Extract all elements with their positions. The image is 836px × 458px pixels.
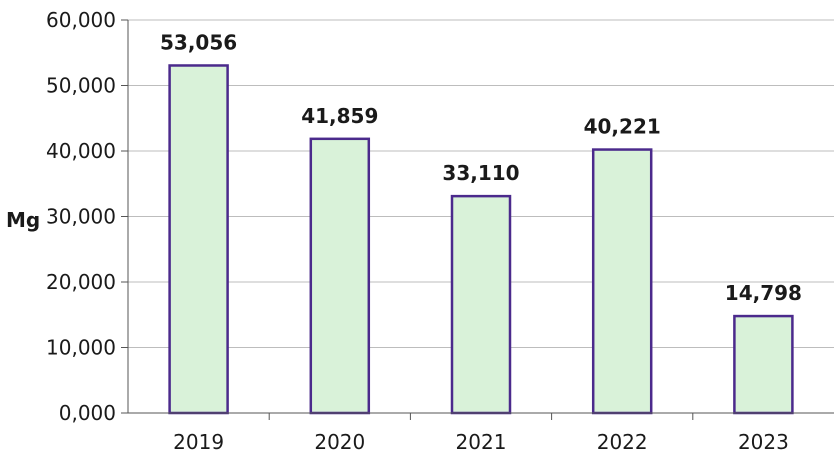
y-tick-label: 40,000 (46, 139, 116, 163)
x-tick-label: 2022 (597, 430, 648, 454)
bars (168, 64, 794, 415)
axes (121, 19, 834, 420)
bar-2019 (168, 64, 229, 415)
y-tick-label: 30,000 (46, 205, 116, 229)
data-label-2019: 53,056 (160, 30, 237, 54)
bar-2020 (309, 137, 371, 415)
data-label-2021: 33,110 (442, 161, 519, 185)
y-tick-label: 0,000 (59, 401, 116, 425)
x-tick-labels: 2019 2020 2021 2022 2023 (173, 430, 789, 454)
data-labels: 53,056 41,859 33,110 40,221 14,798 (160, 30, 802, 305)
bar-2022 (591, 148, 653, 415)
x-tick-label: 2019 (173, 430, 224, 454)
y-tick-label: 10,000 (46, 336, 116, 360)
y-axis-title: Mg (6, 208, 40, 232)
y-tick-label: 60,000 (46, 8, 116, 32)
bar-2021 (450, 194, 512, 415)
x-tick-label: 2023 (738, 430, 789, 454)
x-tick-label: 2021 (456, 430, 507, 454)
bar-2023 (733, 314, 794, 415)
data-label-2020: 41,859 (301, 104, 378, 128)
data-label-2023: 14,798 (725, 281, 802, 305)
y-tick-label: 50,000 (46, 74, 116, 98)
y-tick-label: 20,000 (46, 270, 116, 294)
data-label-2022: 40,221 (584, 115, 661, 139)
x-tick-label: 2020 (314, 430, 365, 454)
y-tick-labels: 0,000 10,000 20,000 30,000 40,000 50,000 60,00… (46, 8, 116, 425)
